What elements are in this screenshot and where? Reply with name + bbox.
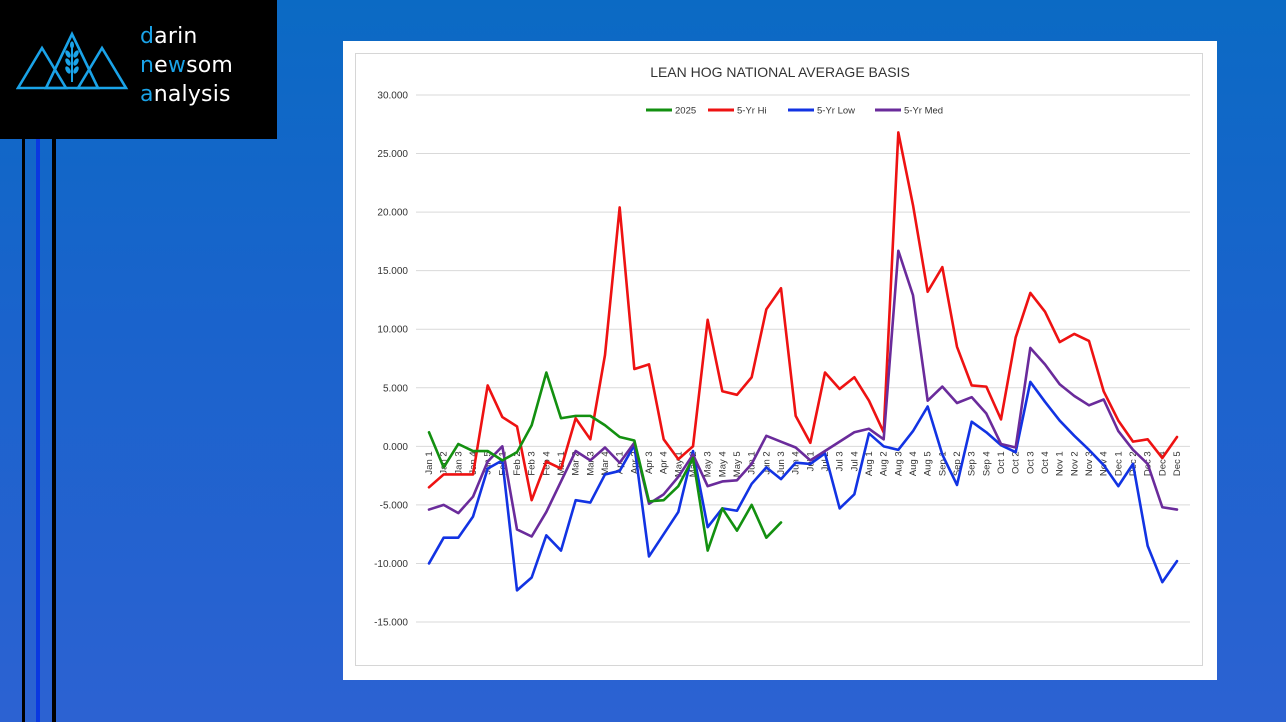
x-tick-label: Sep 3 — [967, 451, 978, 476]
legend-item: 5-Yr Hi — [708, 106, 767, 117]
x-tick-label: Jun 3 — [776, 451, 787, 474]
logo-letter: w — [167, 53, 187, 78]
legend-label: 5-Yr Low — [817, 106, 855, 117]
x-tick-label: Oct 1 — [996, 451, 1007, 474]
decorative-stripe — [22, 139, 25, 722]
x-tick-label: Nov 2 — [1069, 451, 1080, 476]
legend-label: 5-Yr Med — [904, 106, 943, 117]
logo-text-part: e — [154, 53, 168, 78]
y-tick-label: 30.000 — [377, 91, 408, 102]
y-tick-label: 5.000 — [383, 383, 408, 394]
series-line-5-yr-med — [427, 249, 1179, 538]
x-tick-label: Oct 4 — [1040, 451, 1051, 474]
x-tick-label: Jul 2 — [820, 451, 831, 471]
x-tick-label: Aug 5 — [923, 451, 934, 476]
x-tick-label: Mar 4 — [600, 451, 611, 475]
y-tick-label: 20.000 — [377, 208, 408, 219]
legend-label: 5-Yr Hi — [737, 106, 767, 117]
series-line-5-yr-low — [427, 380, 1179, 592]
x-tick-label: Oct 2 — [1011, 451, 1022, 474]
chart-frame: LEAN HOG NATIONAL AVERAGE BASIS 30.000 25… — [343, 41, 1217, 680]
series-line-2025 — [427, 371, 783, 552]
legend-label: 2025 — [675, 106, 696, 117]
x-tick-label: May 4 — [717, 451, 728, 477]
x-tick-label: Aug 4 — [908, 451, 919, 476]
x-tick-label: Mar 3 — [585, 451, 596, 475]
x-tick-label: Feb 2 — [512, 451, 523, 475]
x-tick-label: May 5 — [732, 451, 743, 477]
x-tick-label: Jul 4 — [849, 451, 860, 471]
x-tick-label: Jul 3 — [835, 451, 846, 471]
series-line-5-yr-hi — [427, 131, 1179, 502]
x-tick-label: Apr 3 — [644, 451, 655, 474]
legend-item: 2025 — [646, 106, 696, 117]
x-tick-label: Jan 2 — [439, 451, 450, 474]
y-tick-label: -10.000 — [374, 559, 408, 570]
chart-area: LEAN HOG NATIONAL AVERAGE BASIS 30.000 25… — [355, 53, 1203, 666]
x-tick-label: Oct 3 — [1025, 451, 1036, 474]
logo-text-part: som — [186, 53, 234, 78]
decorative-stripe — [36, 139, 40, 722]
logo-text-part: nalysis — [153, 82, 231, 107]
logo-text-part: arin — [154, 24, 198, 49]
line-chart: LEAN HOG NATIONAL AVERAGE BASIS 30.000 25… — [374, 64, 1190, 629]
x-tick-label: Dec 1 — [1113, 451, 1124, 476]
logo-wordmark: darin newsom analysis — [140, 22, 233, 109]
y-tick-label: 25.000 — [377, 149, 408, 160]
y-tick-label: 0.000 — [383, 442, 408, 453]
decorative-stripe — [52, 139, 56, 722]
x-tick-label: Mar 2 — [571, 451, 582, 475]
legend-item: 5-Yr Low — [788, 106, 855, 117]
logo: darin newsom analysis — [0, 0, 277, 139]
x-tick-label: Aug 2 — [879, 451, 890, 476]
x-tick-label: Jan 1 — [424, 451, 435, 474]
logo-letter: d — [140, 24, 155, 49]
y-tick-label: 10.000 — [377, 325, 408, 336]
y-tick-label: 15.000 — [377, 266, 408, 277]
y-tick-label: -15.000 — [374, 618, 408, 629]
y-tick-label: -5.000 — [380, 500, 409, 511]
logo-letter: a — [140, 82, 154, 107]
x-tick-label: Apr 4 — [659, 451, 670, 474]
x-tick-label: Dec 4 — [1157, 451, 1168, 476]
x-tick-label: Jan 3 — [453, 451, 464, 474]
logo-letter: n — [140, 53, 155, 78]
x-tick-label: Sep 2 — [952, 451, 963, 476]
x-tick-label: Dec 5 — [1172, 451, 1183, 476]
x-tick-label: Nov 1 — [1055, 451, 1066, 476]
x-tick-label: Sep 4 — [981, 451, 992, 476]
x-tick-label: Jan 4 — [468, 451, 479, 474]
x-tick-label: Jun 2 — [761, 451, 772, 474]
x-tick-label: Apr 2 — [629, 451, 640, 474]
x-tick-label: Nov 3 — [1084, 451, 1095, 476]
x-tick-label: Aug 3 — [893, 451, 904, 476]
legend-item: 5-Yr Med — [875, 106, 943, 117]
x-tick-label: Feb 3 — [527, 451, 538, 475]
mountains-logo-icon — [16, 31, 129, 90]
x-tick-label: Sep 1 — [937, 451, 948, 476]
x-tick-label: May 3 — [703, 451, 714, 477]
x-tick-label: May 1 — [673, 451, 684, 477]
chart-title: LEAN HOG NATIONAL AVERAGE BASIS — [650, 64, 910, 80]
x-tick-label: Aug 1 — [864, 451, 875, 476]
